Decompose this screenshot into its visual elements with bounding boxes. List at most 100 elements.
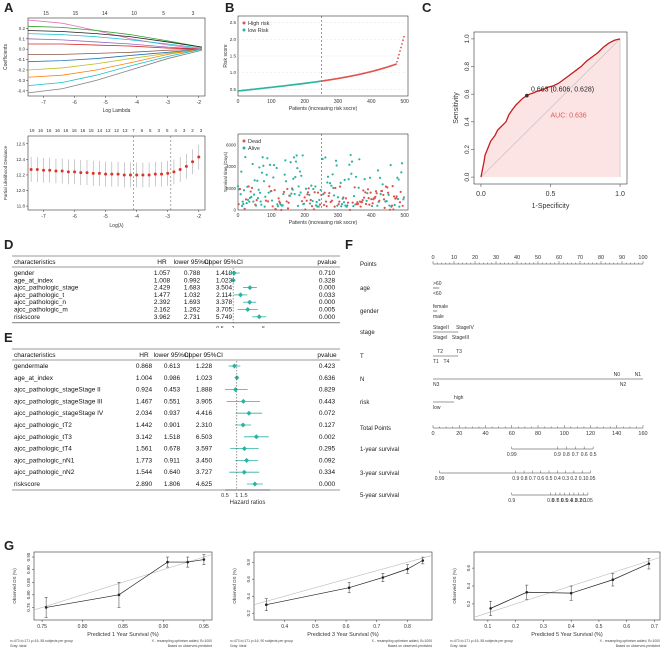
- coef-path-line: [27, 49, 202, 94]
- x-tick-label: 0.6: [343, 624, 350, 630]
- y-axis-label: Survival time (Days): [223, 151, 228, 192]
- survival-point: [354, 175, 358, 178]
- x-tick-label: 0.4: [281, 624, 288, 630]
- survival-point: [306, 191, 310, 194]
- hr-marker: [231, 270, 237, 276]
- table-cell: 2.392: [154, 299, 171, 306]
- survival-point: [367, 197, 370, 200]
- survival-point: [314, 185, 317, 188]
- cv-point: [35, 167, 39, 171]
- y-tick-label: 0.2: [466, 600, 471, 607]
- y-tick-label: 0: [233, 208, 236, 213]
- coef-path-line: [27, 19, 202, 50]
- hr-marker: [241, 469, 247, 475]
- survival-point: [391, 185, 394, 188]
- total-tick-label: 120: [586, 431, 595, 437]
- table-cell: 2.162: [154, 307, 171, 314]
- survival-point: [359, 205, 362, 208]
- x-tick-label: 0.5: [595, 624, 602, 630]
- ideal-line: [33, 554, 213, 611]
- survival-point: [286, 207, 290, 210]
- survival-point: [378, 176, 382, 180]
- survival-point: [392, 208, 395, 211]
- table-cell: 1.693: [184, 299, 201, 306]
- t-level: T4: [444, 359, 450, 365]
- cv-point: [91, 171, 95, 175]
- x-tick-label: -7: [41, 214, 46, 220]
- cv-point: [122, 173, 126, 177]
- x-tick-label: 0.0: [476, 191, 486, 198]
- survival-point: [347, 178, 350, 181]
- survival-point: [396, 197, 400, 201]
- t-level: T2: [437, 349, 443, 355]
- survival-point: [268, 185, 271, 188]
- x-axis-label: Predicted 1 Year Survival (%): [87, 632, 159, 638]
- y-tick-label: 0.85: [26, 577, 31, 586]
- nomogram-row-label: stage: [360, 330, 375, 336]
- y-tick-label: 4000: [226, 164, 237, 169]
- coef-path-line: [27, 48, 202, 86]
- survival-point: [236, 184, 240, 188]
- coef-path-line: [27, 25, 202, 48]
- survival-point: [361, 199, 364, 202]
- table-cell: 1.262: [184, 307, 201, 314]
- survival-point: [399, 190, 402, 193]
- x-tick-label: 400: [367, 213, 376, 219]
- points-tick-label: 80: [598, 255, 604, 261]
- survival-point: [385, 200, 388, 203]
- points-tick-label: 70: [577, 255, 583, 261]
- table-cell: 1.773: [136, 457, 153, 464]
- table-cell: 0.000: [319, 299, 336, 306]
- calibration-5yr-chart: 0.1 0.2 0.3 0.4 0.5 0.6 0.7 0.2 0.4 0.6 Predicted …: [450, 551, 661, 648]
- x-axis-label: 1-Specificity: [532, 203, 570, 210]
- survival-point: [358, 158, 361, 161]
- surv3-tick-label: 0.2: [570, 476, 577, 482]
- surv3-tick-label: 0.4: [554, 476, 561, 482]
- table-cell: 0.295: [319, 446, 336, 453]
- survival-point: [299, 191, 302, 194]
- top-tick-label: 14: [102, 11, 108, 17]
- table-cell: ajcc_pathologic_nN1: [14, 457, 75, 464]
- survival-point: [348, 163, 351, 166]
- x-tick-label: -5: [103, 100, 108, 106]
- survival-point: [319, 188, 322, 192]
- survival-point: [252, 193, 256, 196]
- survival-point: [344, 197, 348, 200]
- table-cell: 4.416: [196, 410, 213, 417]
- risk-point: [402, 39, 404, 42]
- survival-point: [260, 171, 264, 174]
- survival-point: [304, 187, 308, 190]
- table-cell: 0.937: [164, 410, 181, 417]
- forest-tick-label: 5: [262, 326, 265, 328]
- y-tick-label: 0.8: [246, 559, 251, 566]
- top-tick-label: 16: [55, 128, 61, 133]
- plot-frame: [237, 133, 409, 211]
- y-axis-label: Observed OS (%): [452, 568, 457, 604]
- survival-point: [298, 170, 302, 173]
- y-axis-label: Risk score: [223, 44, 229, 68]
- cv-point: [197, 155, 201, 159]
- risk-point: [403, 35, 405, 38]
- survival-point: [245, 202, 248, 205]
- survival-point: [258, 166, 261, 169]
- y-tick-label: 0.6: [246, 576, 251, 583]
- table-cell: 3.504: [216, 285, 233, 292]
- top-tick-label: 3: [183, 128, 186, 133]
- survival-point: [266, 157, 269, 160]
- table-cell: 4.625: [196, 481, 213, 488]
- survival-point: [249, 190, 252, 193]
- y-tick-label: 0.6: [466, 564, 471, 571]
- survival-point: [330, 184, 333, 187]
- panel-label-e: E: [4, 330, 13, 345]
- calibration-note: n=473 d=171 p=16, 85 subjects per group: [450, 639, 513, 643]
- x-tick-label: 0.8: [404, 624, 411, 630]
- y-tick-label: 0.1: [19, 36, 26, 41]
- survival-point: [284, 159, 287, 162]
- n-level: N3: [433, 382, 440, 388]
- top-tick-label: 19: [29, 128, 35, 133]
- y-tick-label: 0.6: [464, 89, 471, 98]
- survival-point: [400, 162, 404, 165]
- calibration-point: [569, 591, 573, 595]
- x-tick-label: 0: [237, 213, 240, 219]
